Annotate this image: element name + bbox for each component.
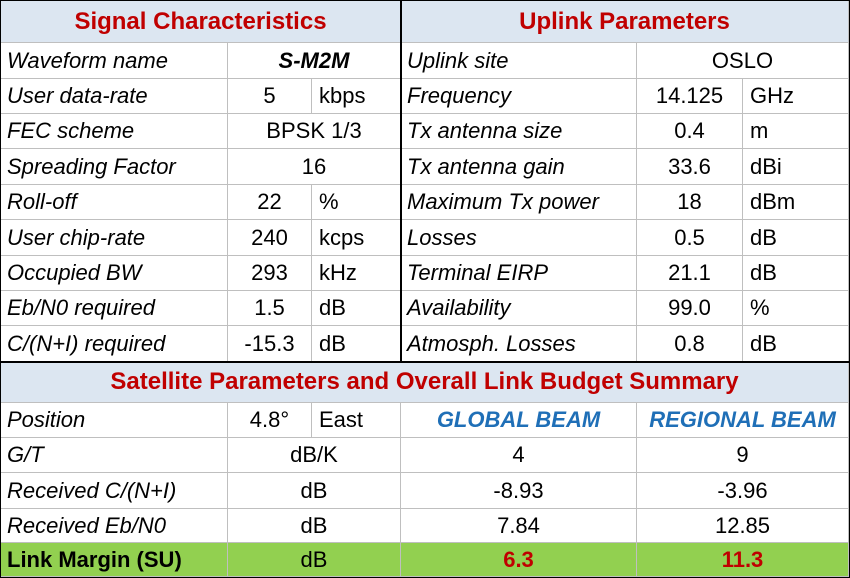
regional-beam-header: REGIONAL BEAM xyxy=(637,403,849,438)
signal-value: 293 xyxy=(228,256,312,291)
uplink-value: 14.125 xyxy=(637,79,743,114)
uplink-unit: dBm xyxy=(743,185,849,220)
signal-label: C/(N+I) required xyxy=(1,326,228,362)
uplink-label: Availability xyxy=(401,291,637,326)
position-unit: East xyxy=(312,403,401,438)
signal-value: BPSK 1/3 xyxy=(228,114,401,149)
uplink-unit: dB xyxy=(743,220,849,256)
uplink-unit: dBi xyxy=(743,149,849,185)
uplink-unit: GHz xyxy=(743,79,849,114)
uplink-label: Atmosph. Losses xyxy=(401,326,637,362)
global-beam-header: GLOBAL BEAM xyxy=(401,403,637,438)
satellite-label: Received C/(N+I) xyxy=(1,473,228,509)
uplink-value: 18 xyxy=(637,185,743,220)
signal-value: 1.5 xyxy=(228,291,312,326)
section-divider-vertical xyxy=(400,1,402,362)
signal-label: Roll-off xyxy=(1,185,228,220)
uplink-value: 33.6 xyxy=(637,149,743,185)
link-margin-label: Link Margin (SU) xyxy=(1,543,228,577)
section-divider-horizontal xyxy=(1,361,849,363)
signal-characteristics-header: Signal Characteristics xyxy=(1,1,401,43)
signal-value: 5 xyxy=(228,79,312,114)
uplink-value: 99.0 xyxy=(637,291,743,326)
satellite-unit: dB xyxy=(228,473,401,509)
signal-value: S-M2M xyxy=(228,43,401,79)
global-value: 7.84 xyxy=(401,509,637,543)
link-margin-regional: 11.3 xyxy=(637,543,849,577)
signal-label: User data-rate xyxy=(1,79,228,114)
signal-unit: dB xyxy=(312,291,401,326)
uplink-label: Frequency xyxy=(401,79,637,114)
signal-value: -15.3 xyxy=(228,326,312,362)
regional-value: 12.85 xyxy=(637,509,849,543)
signal-label: Eb/N0 required xyxy=(1,291,228,326)
uplink-value: OSLO xyxy=(637,43,849,79)
signal-label: Spreading Factor xyxy=(1,149,228,185)
satellite-summary-header: Satellite Parameters and Overall Link Bu… xyxy=(1,362,849,403)
signal-value: 16 xyxy=(228,149,401,185)
satellite-unit: dB/K xyxy=(228,438,401,473)
uplink-label: Losses xyxy=(401,220,637,256)
position-label: Position xyxy=(1,403,228,438)
satellite-label: Received Eb/N0 xyxy=(1,509,228,543)
uplink-value: 21.1 xyxy=(637,256,743,291)
uplink-unit: dB xyxy=(743,256,849,291)
signal-unit: kbps xyxy=(312,79,401,114)
uplink-label: Terminal EIRP xyxy=(401,256,637,291)
signal-label: User chip-rate xyxy=(1,220,228,256)
regional-value: 9 xyxy=(637,438,849,473)
link-margin-unit: dB xyxy=(228,543,401,577)
uplink-unit: % xyxy=(743,291,849,326)
uplink-label: Tx antenna gain xyxy=(401,149,637,185)
signal-unit: kHz xyxy=(312,256,401,291)
signal-unit: % xyxy=(312,185,401,220)
uplink-label: Uplink site xyxy=(401,43,637,79)
regional-value: -3.96 xyxy=(637,473,849,509)
uplink-label: Tx antenna size xyxy=(401,114,637,149)
signal-value: 240 xyxy=(228,220,312,256)
global-value: -8.93 xyxy=(401,473,637,509)
satellite-label: G/T xyxy=(1,438,228,473)
position-value: 4.8° xyxy=(228,403,312,438)
signal-label: Occupied BW xyxy=(1,256,228,291)
signal-unit: kcps xyxy=(312,220,401,256)
signal-label: Waveform name xyxy=(1,43,228,79)
uplink-label: Maximum Tx power xyxy=(401,185,637,220)
uplink-unit: dB xyxy=(743,326,849,362)
signal-unit: dB xyxy=(312,326,401,362)
uplink-value: 0.5 xyxy=(637,220,743,256)
signal-label: FEC scheme xyxy=(1,114,228,149)
signal-value: 22 xyxy=(228,185,312,220)
uplink-parameters-header: Uplink Parameters xyxy=(401,1,849,43)
global-value: 4 xyxy=(401,438,637,473)
uplink-value: 0.4 xyxy=(637,114,743,149)
satellite-unit: dB xyxy=(228,509,401,543)
link-margin-global: 6.3 xyxy=(401,543,637,577)
uplink-unit: m xyxy=(743,114,849,149)
uplink-value: 0.8 xyxy=(637,326,743,362)
